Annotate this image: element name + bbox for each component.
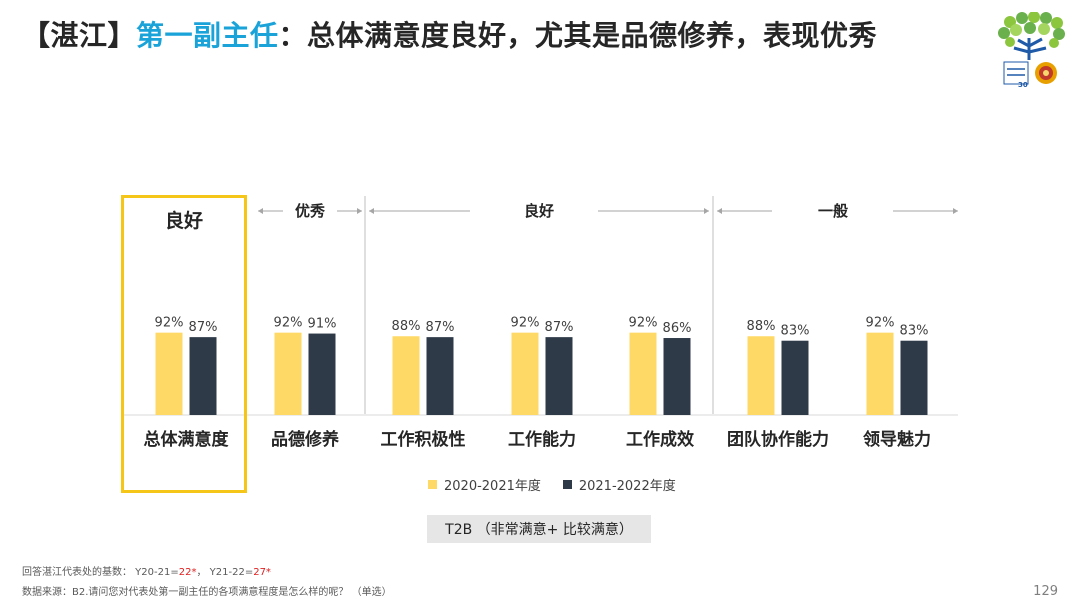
t2b-label: T2B （非常满意+ 比较满意） [427, 515, 651, 543]
page-number: 129 [1033, 584, 1058, 599]
bar-value-label: 92% [629, 316, 658, 331]
category-label: 品德修养 [271, 429, 340, 450]
category-label: 工作成效 [626, 429, 694, 450]
title-role: 第一副主任 [136, 19, 279, 52]
base-y2: 27* [253, 567, 271, 578]
bar-2021 [545, 337, 573, 415]
bar-2020 [629, 332, 657, 415]
category-label: 工作能力 [508, 429, 576, 450]
logo-icon: 30 [998, 12, 1065, 88]
legend-item-2021: 2021-2022年度 [562, 475, 676, 494]
bar-value-label: 88% [392, 319, 421, 334]
page-title: 【湛江】第一副主任：总体满意度良好，尤其是品德修养，表现优秀 [22, 14, 877, 54]
band-label-overall: 良好 [165, 209, 203, 232]
bar-2021 [189, 337, 217, 415]
legend: 2020-2021年度 2021-2022年度 [428, 475, 676, 494]
legend-swatch-2020 [428, 480, 437, 489]
category-label: 总体满意度 [144, 429, 230, 450]
bar-value-label: 87% [545, 320, 574, 335]
bar-2020 [866, 332, 894, 415]
legend-swatch-2021 [562, 480, 572, 489]
bar-2020 [511, 332, 539, 415]
title-prefix: 【湛江】 [22, 19, 137, 52]
bar-value-label: 92% [155, 316, 184, 331]
bar-value-label: 91% [308, 317, 337, 332]
category-label: 领导魅力 [863, 429, 931, 450]
bar-2021 [426, 337, 454, 415]
category-label: 团队协作能力 [727, 429, 829, 450]
band-label-excellent: 优秀 [295, 202, 326, 220]
bar-2020 [155, 332, 183, 415]
legend-label-2020: 2020-2021年度 [444, 479, 541, 494]
band-label-good: 良好 [524, 202, 554, 220]
bar-value-label: 83% [781, 324, 810, 339]
bar-value-label: 92% [511, 316, 540, 331]
legend-item-2020: 2020-2021年度 [428, 475, 541, 494]
bar-value-label: 92% [866, 316, 895, 331]
svg-text:30: 30 [1018, 81, 1028, 88]
band-label-average: 一般 [818, 202, 848, 220]
band-good: 良好 [369, 202, 709, 220]
legend-label-2021: 2021-2022年度 [578, 479, 676, 494]
bar-2021 [663, 338, 691, 415]
bar-2020 [747, 336, 775, 415]
title-rest: ：总体满意度良好，尤其是品德修养，表现优秀 [278, 19, 878, 52]
bar-value-label: 83% [900, 324, 929, 339]
bar-2021 [781, 340, 809, 415]
category-label: 工作积极性 [381, 429, 466, 450]
bar-2020 [274, 332, 302, 415]
bars-group: 92% 87% 总体满意度 92% 91% 品德修养 88% 87% 工作积极性 92% 87% 工作… [144, 316, 932, 450]
source-footnote: 数据来源：B2.请问您对代表处第一副主任的各项满意程度是怎么样的呢？ （单选） [22, 587, 392, 598]
base-y1: 22* [178, 567, 197, 578]
bar-value-label: 87% [189, 320, 218, 335]
bar-2021 [900, 340, 928, 415]
base-prefix: 回答湛江代表处的基数： Y20-21= [22, 567, 179, 578]
bar-value-label: 88% [747, 319, 776, 334]
band-average: 一般 [717, 202, 958, 220]
bar-2020 [392, 336, 420, 415]
base-footnote: 回答湛江代表处的基数： Y20-21=22*， Y21-22=27* [22, 563, 271, 578]
bar-2021 [308, 333, 336, 415]
base-mid: ， Y21-22= [196, 567, 254, 578]
bar-value-label: 92% [274, 316, 303, 331]
bar-value-label: 86% [663, 321, 692, 336]
bar-value-label: 87% [426, 320, 455, 335]
band-excellent: 优秀 [258, 202, 362, 220]
overall-highlight-box [121, 195, 247, 493]
